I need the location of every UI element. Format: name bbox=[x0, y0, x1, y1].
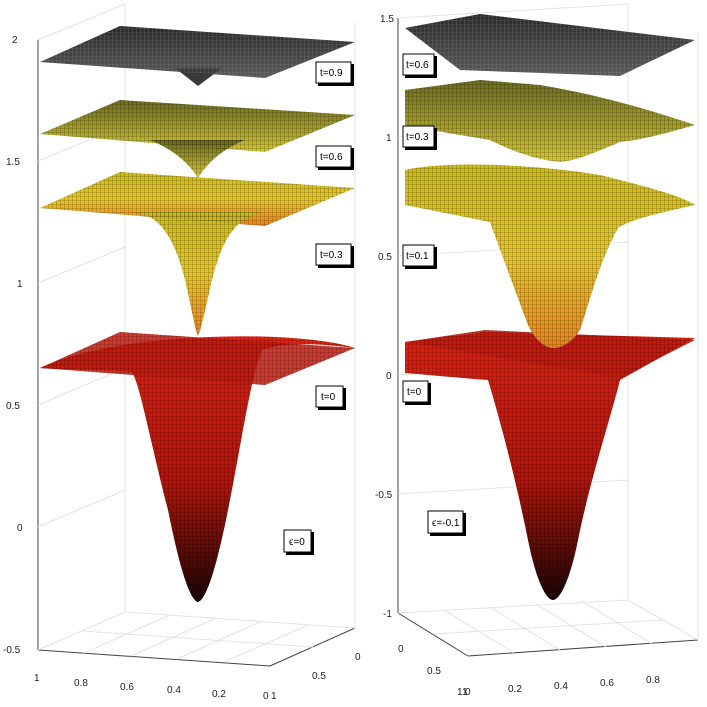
left-x-tick-1: 1 bbox=[34, 673, 40, 684]
annotation-left-t06: t=0.6 bbox=[315, 145, 354, 170]
right-y-tick-0.5: 0.5 bbox=[427, 666, 441, 677]
annotation-right-t0: t=0 bbox=[402, 380, 431, 405]
right-z-tick-neg1: -1 bbox=[383, 609, 392, 620]
right-x-tick-0: 0 bbox=[465, 687, 471, 698]
right-y-tick-0: 0 bbox=[398, 644, 404, 655]
left-z-tick-0: 0 bbox=[17, 523, 23, 534]
right-annotations: t=0.6 t=0.3 t=0.1 t=0 ϵ=-0.1 bbox=[402, 53, 466, 536]
svg-text:t=0.3: t=0.3 bbox=[320, 250, 343, 261]
right-x-tick-0.8: 0.8 bbox=[646, 675, 660, 686]
left-axis-ticks: 2 1.5 1 0.5 0 -0.5 1 0.8 0.6 0.4 0.2 0 1… bbox=[3, 35, 361, 702]
right-surface-t03 bbox=[405, 80, 695, 162]
right-x-tick-0.4: 0.4 bbox=[554, 681, 568, 692]
right-surface-t06 bbox=[405, 14, 695, 76]
right-z-tick-neg0.5: -0.5 bbox=[375, 490, 393, 501]
right-z-tick-1.5: 1.5 bbox=[380, 14, 394, 25]
right-surface-t01 bbox=[405, 164, 695, 348]
left-surface-t09 bbox=[40, 26, 355, 86]
right-z-tick-0.5: 0.5 bbox=[378, 252, 392, 263]
right-surface-t0 bbox=[405, 330, 695, 600]
svg-text:t=0: t=0 bbox=[321, 392, 336, 403]
left-z-tick-neg0.5: -0.5 bbox=[3, 645, 21, 656]
left-surface-t06 bbox=[40, 100, 355, 178]
annotation-right-t06: t=0.6 bbox=[402, 53, 437, 78]
svg-text:t=0.6: t=0.6 bbox=[320, 152, 343, 163]
left-annotations: t=0.9 t=0.6 t=0.3 t=0 ϵ=0 bbox=[283, 61, 354, 555]
left-y-tick-0.5: 0.5 bbox=[312, 671, 326, 682]
right-y-tick-1: 1 bbox=[457, 687, 463, 698]
left-z-tick-2: 2 bbox=[12, 35, 18, 46]
annotation-left-eps: ϵ=0 bbox=[283, 529, 314, 555]
left-z-tick-0.5: 0.5 bbox=[6, 401, 20, 412]
annotation-right-t01: t=0.1 bbox=[402, 244, 437, 269]
annotation-left-t09: t=0.9 bbox=[315, 61, 354, 86]
annotation-left-t0: t=0 bbox=[315, 385, 346, 410]
svg-text:t=0.1: t=0.1 bbox=[406, 251, 429, 262]
right-x-tick-0.6: 0.6 bbox=[600, 678, 614, 689]
right-x-tick-0.2: 0.2 bbox=[508, 684, 522, 695]
left-z-tick-1.5: 1.5 bbox=[6, 157, 20, 168]
svg-text:t=0.9: t=0.9 bbox=[320, 68, 343, 79]
left-z-tick-1: 1 bbox=[17, 279, 23, 290]
left-surface-t0 bbox=[40, 332, 355, 602]
left-x-tick-0: 0 bbox=[263, 691, 269, 702]
left-x-tick-0.8: 0.8 bbox=[74, 678, 88, 689]
svg-text:t=0.3: t=0.3 bbox=[406, 132, 429, 143]
right-x-tick-1: 1 bbox=[462, 687, 468, 698]
right-surfaces bbox=[405, 14, 695, 600]
annotation-right-eps: ϵ=-0.1 bbox=[427, 510, 466, 536]
left-x-tick-0.4: 0.4 bbox=[167, 685, 181, 696]
left-surface-t03 bbox=[40, 172, 355, 336]
svg-text:t=0.6: t=0.6 bbox=[406, 60, 429, 71]
svg-text:ϵ=0: ϵ=0 bbox=[289, 537, 305, 548]
left-y-tick-0: 0 bbox=[355, 652, 361, 663]
right-axis-ticks: 1.5 1 0.5 0 -0.5 -1 0 0.5 1 0 0.2 0.4 0.… bbox=[375, 14, 660, 698]
right-z-tick-0: 0 bbox=[386, 371, 392, 382]
left-x-tick-0.6: 0.6 bbox=[120, 682, 134, 693]
right-z-tick-1: 1 bbox=[386, 133, 392, 144]
left-surfaces bbox=[40, 26, 355, 602]
annotation-left-t03: t=0.3 bbox=[315, 243, 354, 268]
left-x-tick-0.2: 0.2 bbox=[212, 689, 226, 700]
svg-text:ϵ=-0.1: ϵ=-0.1 bbox=[432, 518, 460, 529]
annotation-right-t03: t=0.3 bbox=[402, 125, 437, 150]
svg-text:t=0: t=0 bbox=[407, 387, 422, 398]
left-y-tick-1: 1 bbox=[271, 691, 277, 702]
